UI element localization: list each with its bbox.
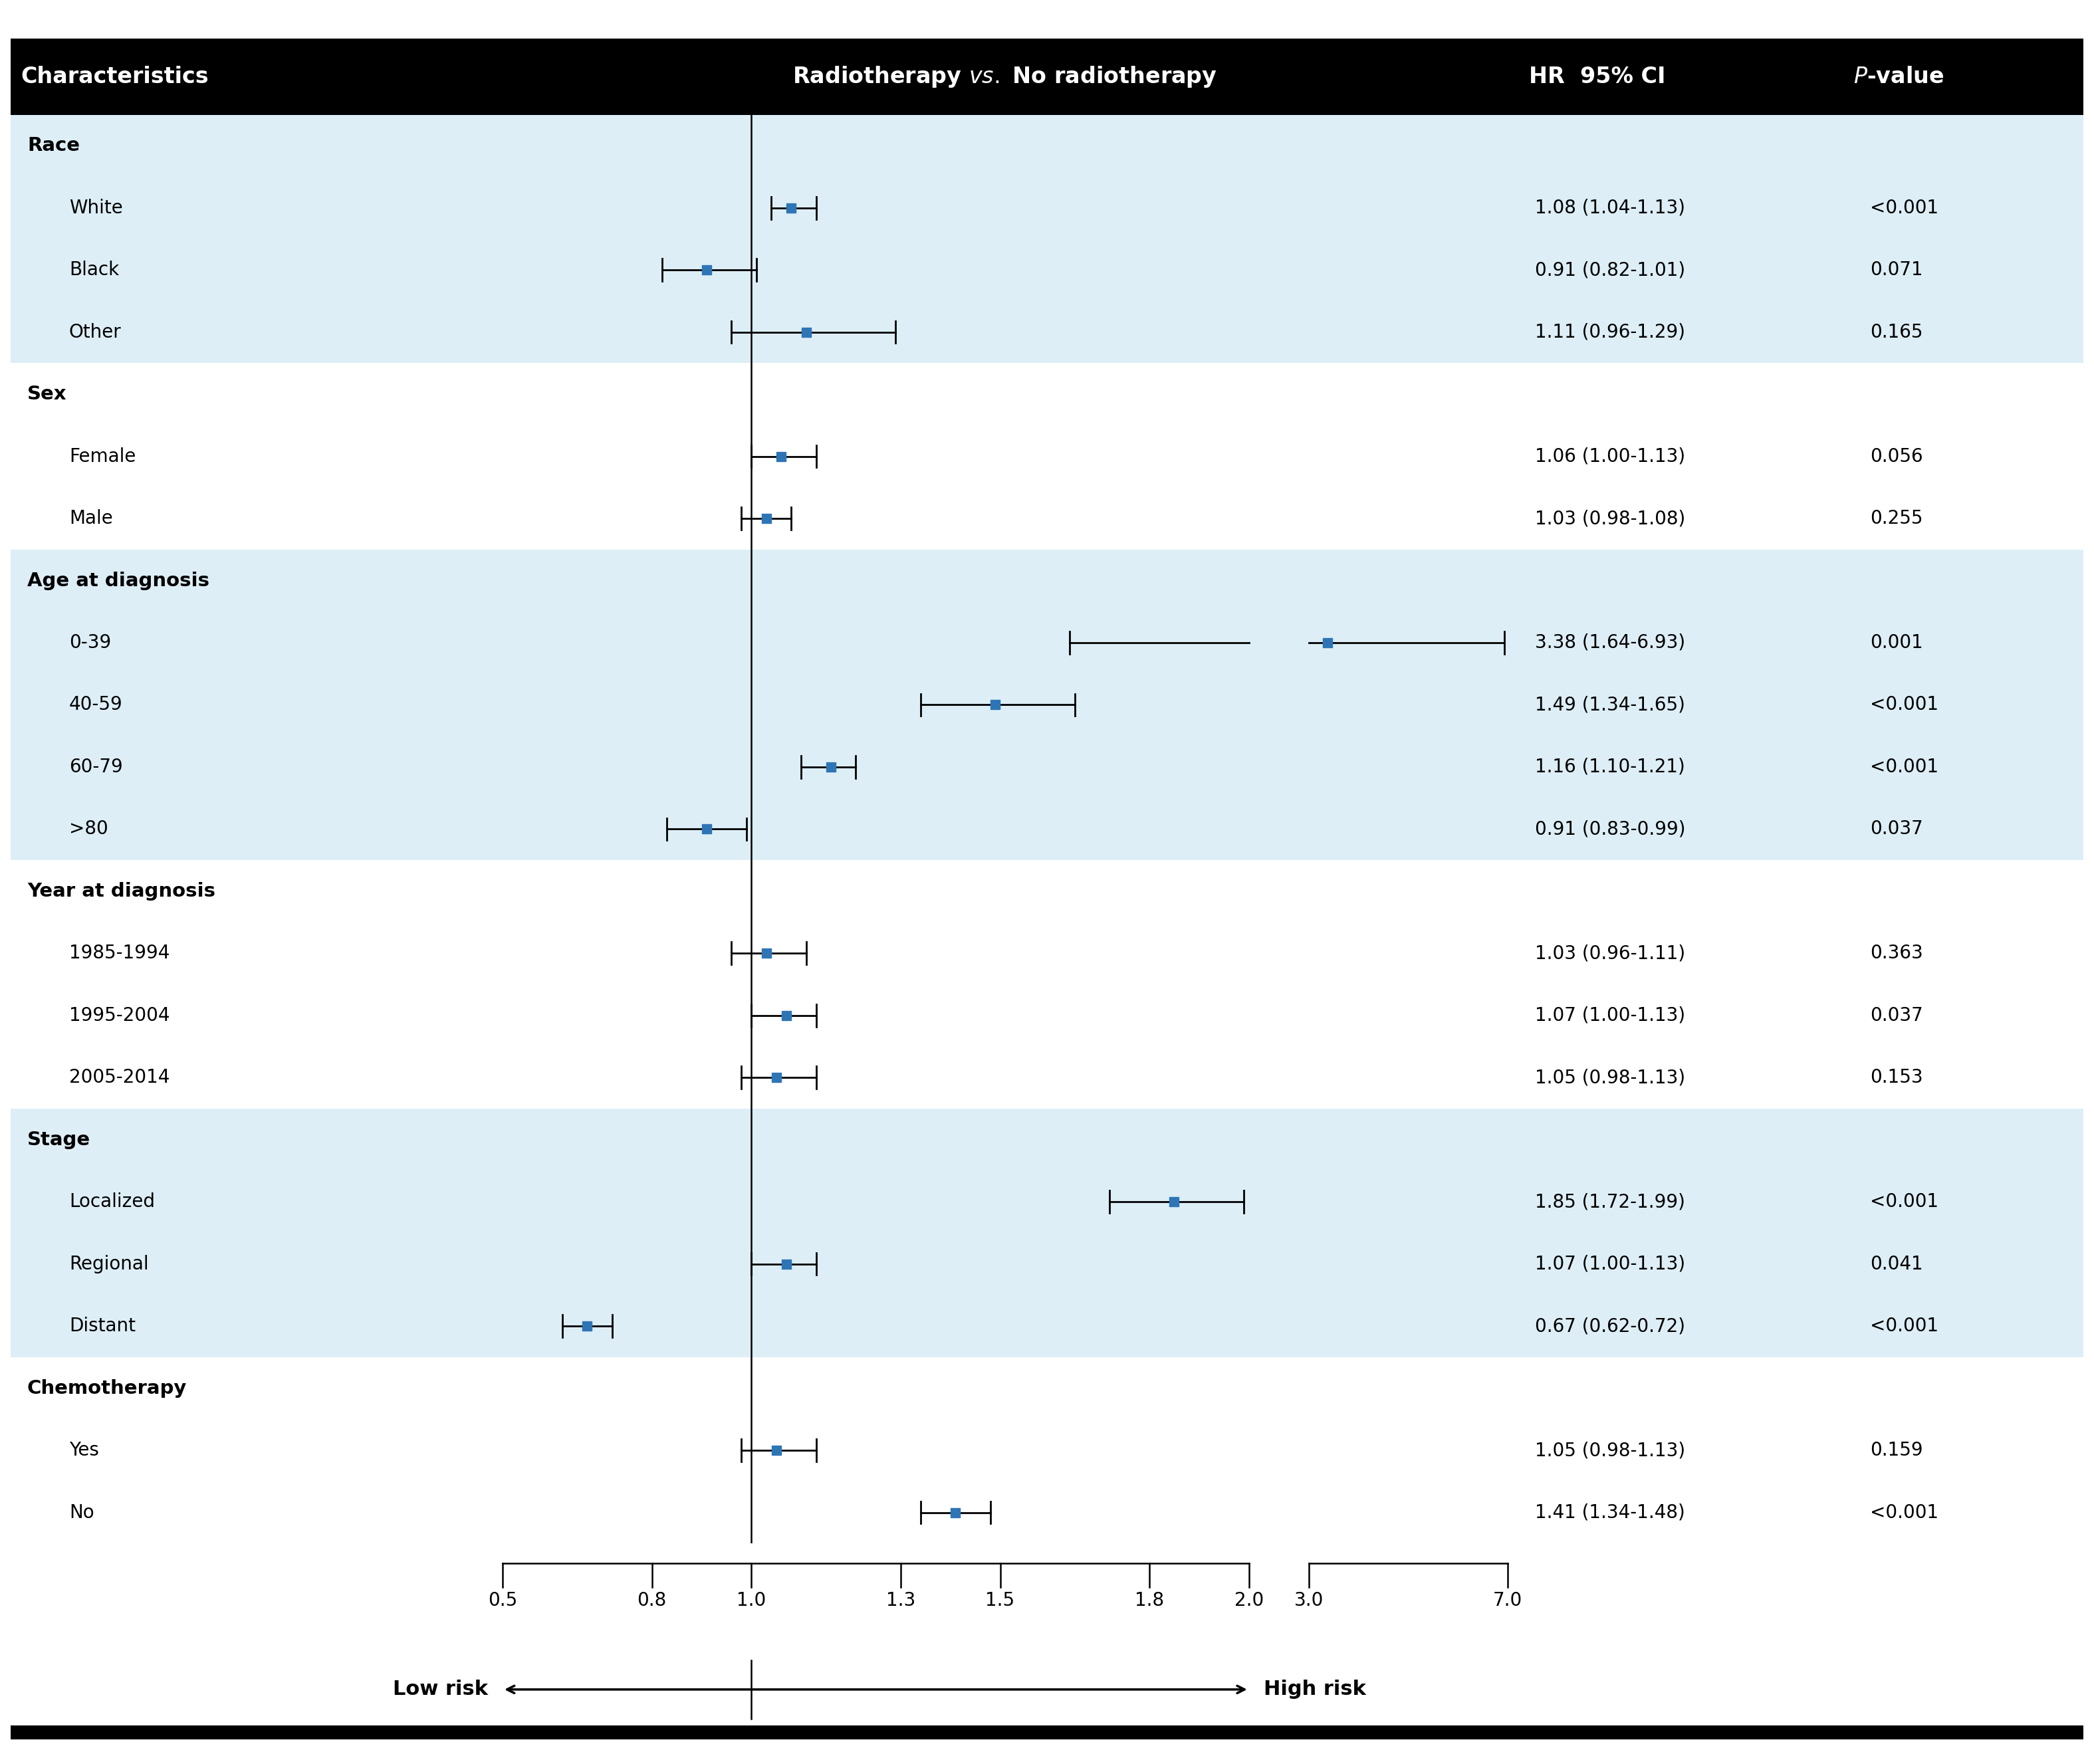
Text: 0.001: 0.001: [1870, 633, 1922, 653]
Point: [689, 256, 722, 284]
Point: [978, 691, 1011, 720]
Text: Stage: Stage: [27, 1131, 90, 1148]
Text: 0.037: 0.037: [1870, 820, 1922, 838]
Text: 1995-2004: 1995-2004: [69, 1005, 170, 1025]
Text: 60-79: 60-79: [69, 759, 124, 776]
Text: Female: Female: [69, 446, 136, 466]
Point: [750, 505, 783, 533]
Text: 0.071: 0.071: [1870, 261, 1922, 279]
Text: 2.0: 2.0: [1233, 1591, 1263, 1611]
Text: 0.153: 0.153: [1870, 1069, 1922, 1087]
Text: 1.08 (1.04-1.13): 1.08 (1.04-1.13): [1535, 199, 1686, 217]
Text: 1.11 (0.96-1.29): 1.11 (0.96-1.29): [1535, 323, 1686, 342]
Point: [689, 815, 722, 843]
Text: 1985-1994: 1985-1994: [69, 944, 170, 963]
Text: 1.07 (1.00-1.13): 1.07 (1.00-1.13): [1535, 1254, 1686, 1274]
Point: [570, 1312, 603, 1341]
Text: Age at diagnosis: Age at diagnosis: [27, 572, 209, 589]
Text: <0.001: <0.001: [1870, 695, 1939, 714]
Text: 1.16 (1.10-1.21): 1.16 (1.10-1.21): [1535, 759, 1686, 776]
Text: <0.001: <0.001: [1870, 1316, 1939, 1335]
Text: 1.41 (1.34-1.48): 1.41 (1.34-1.48): [1535, 1503, 1686, 1522]
Point: [768, 1002, 802, 1030]
Point: [750, 938, 783, 967]
Text: Characteristics: Characteristics: [21, 65, 209, 88]
Point: [764, 443, 798, 471]
Text: 2005-2014: 2005-2014: [69, 1069, 170, 1087]
Text: Chemotherapy: Chemotherapy: [27, 1379, 186, 1397]
Point: [1158, 1187, 1191, 1215]
Text: 1.3: 1.3: [886, 1591, 915, 1611]
Text: Localized: Localized: [69, 1192, 155, 1212]
Point: [789, 318, 823, 346]
Text: Male: Male: [69, 510, 113, 527]
Text: 0.159: 0.159: [1870, 1441, 1922, 1459]
Text: Other: Other: [69, 323, 121, 342]
Text: Race: Race: [27, 136, 80, 155]
Text: 1.8: 1.8: [1135, 1591, 1164, 1611]
Text: >80: >80: [69, 820, 109, 838]
Text: 0.056: 0.056: [1870, 446, 1922, 466]
Text: 0.5: 0.5: [488, 1591, 517, 1611]
Text: 1.07 (1.00-1.13): 1.07 (1.00-1.13): [1535, 1005, 1686, 1025]
Text: High risk: High risk: [1265, 1679, 1365, 1699]
Text: Black: Black: [69, 261, 119, 279]
Text: <0.001: <0.001: [1870, 1503, 1939, 1522]
Text: <0.001: <0.001: [1870, 199, 1939, 217]
Text: 0.91 (0.82-1.01): 0.91 (0.82-1.01): [1535, 261, 1686, 279]
Point: [775, 194, 808, 222]
Text: Yes: Yes: [69, 1441, 98, 1459]
Text: No: No: [69, 1503, 94, 1522]
Text: $\it{P}$-value: $\it{P}$-value: [1853, 65, 1943, 88]
Text: Low risk: Low risk: [392, 1679, 488, 1699]
Text: <0.001: <0.001: [1870, 1192, 1939, 1212]
Text: 1.03 (0.96-1.11): 1.03 (0.96-1.11): [1535, 944, 1686, 963]
Text: 0.67 (0.62-0.72): 0.67 (0.62-0.72): [1535, 1316, 1686, 1335]
Text: Distant: Distant: [69, 1316, 136, 1335]
Text: 1.03 (0.98-1.08): 1.03 (0.98-1.08): [1535, 510, 1686, 527]
Text: HR  95% CI: HR 95% CI: [1529, 65, 1665, 88]
Text: 3.0: 3.0: [1294, 1591, 1323, 1611]
Text: 1.5: 1.5: [986, 1591, 1016, 1611]
Text: 1.05 (0.98-1.13): 1.05 (0.98-1.13): [1535, 1441, 1686, 1459]
Text: 0.255: 0.255: [1870, 510, 1922, 527]
Point: [760, 1436, 794, 1464]
Text: White: White: [69, 199, 124, 217]
Text: 1.49 (1.34-1.65): 1.49 (1.34-1.65): [1535, 695, 1686, 714]
Point: [815, 753, 848, 781]
Text: 40-59: 40-59: [69, 695, 124, 714]
Text: 1.85 (1.72-1.99): 1.85 (1.72-1.99): [1535, 1192, 1686, 1212]
Text: 7.0: 7.0: [1493, 1591, 1522, 1611]
Text: Sex: Sex: [27, 385, 67, 404]
Text: Regional: Regional: [69, 1254, 149, 1274]
Text: 0.037: 0.037: [1870, 1005, 1922, 1025]
Text: 1.06 (1.00-1.13): 1.06 (1.00-1.13): [1535, 446, 1686, 466]
Text: 0.041: 0.041: [1870, 1254, 1922, 1274]
Text: 0.8: 0.8: [637, 1591, 666, 1611]
Text: 3.38 (1.64-6.93): 3.38 (1.64-6.93): [1535, 633, 1686, 653]
Point: [1311, 628, 1344, 656]
Text: <0.001: <0.001: [1870, 759, 1939, 776]
Text: 0.363: 0.363: [1870, 944, 1922, 963]
Point: [938, 1498, 972, 1526]
Text: Radiotherapy $\it{vs.}$ No radiotherapy: Radiotherapy $\it{vs.}$ No radiotherapy: [794, 65, 1217, 88]
Text: 1.0: 1.0: [737, 1591, 766, 1611]
Text: Year at diagnosis: Year at diagnosis: [27, 882, 216, 900]
Text: 0.165: 0.165: [1870, 323, 1922, 342]
Point: [760, 1064, 794, 1092]
Point: [768, 1251, 802, 1279]
Text: 0-39: 0-39: [69, 633, 111, 653]
Text: 0.91 (0.83-0.99): 0.91 (0.83-0.99): [1535, 820, 1686, 838]
Text: 1.05 (0.98-1.13): 1.05 (0.98-1.13): [1535, 1069, 1686, 1087]
